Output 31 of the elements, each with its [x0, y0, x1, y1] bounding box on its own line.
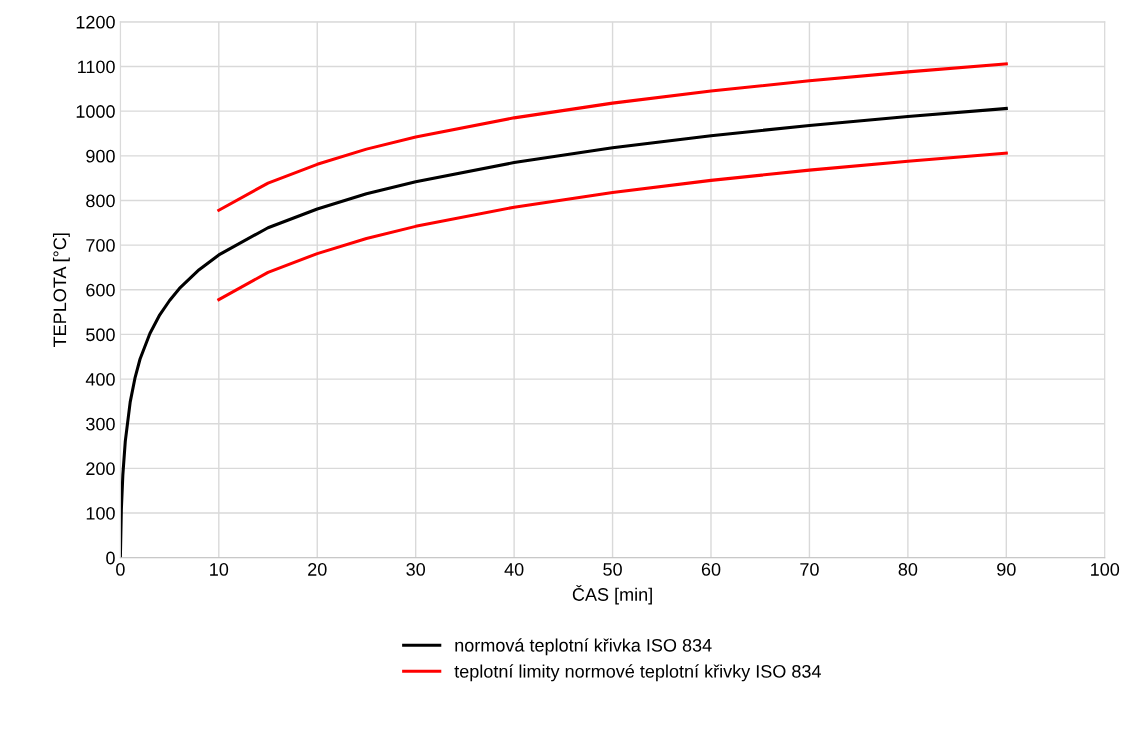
x-tick-label: 20 — [308, 563, 327, 576]
y-tick-label: 900 — [86, 149, 115, 163]
x-tick-label: 30 — [406, 563, 426, 576]
x-tick-label: 10 — [210, 563, 229, 576]
x-tick-label: 70 — [800, 563, 819, 576]
x-tick-label: 50 — [603, 563, 622, 576]
y-tick-label: 300 — [86, 417, 115, 431]
y-tick-label: 700 — [86, 239, 115, 252]
legend-label: teplotní limity normové teplotní křivky ISO 834 — [454, 664, 821, 682]
x-tick-label: 0 — [116, 563, 125, 576]
x-axis-title: ČAS [min] — [572, 584, 652, 605]
y-tick-label: 1100 — [78, 60, 115, 74]
x-tick-label: 100 — [1091, 563, 1120, 576]
legend-label: normová teplotní křivka ISO 834 — [455, 638, 712, 656]
y-tick-label: 400 — [85, 373, 115, 386]
line-series — [217, 62, 1008, 212]
line-series — [120, 106, 1008, 558]
line-series — [217, 151, 1008, 302]
y-tick-label: 800 — [86, 194, 115, 208]
y-tick-label: 200 — [86, 462, 115, 476]
y-tick-label: 1200 — [76, 15, 115, 29]
x-tick-label: 80 — [898, 563, 918, 576]
y-tick-label: 100 — [86, 506, 115, 520]
y-axis-title: TEPLOTA [°C] — [52, 233, 70, 347]
x-tick-label: 60 — [701, 563, 721, 576]
y-tick-label: 0 — [106, 551, 115, 565]
y-tick-label: 1000 — [76, 105, 115, 118]
y-tick-label: 500 — [86, 328, 115, 342]
x-tick-label: 90 — [997, 563, 1016, 576]
x-tick-label: 40 — [504, 563, 524, 576]
y-tick-label: 600 — [86, 283, 115, 297]
